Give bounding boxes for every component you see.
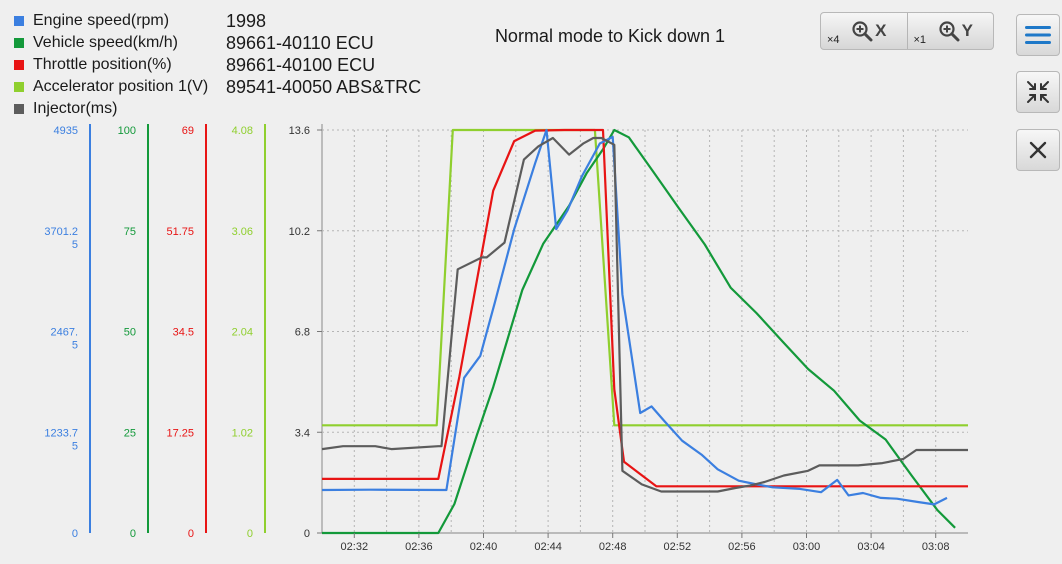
- x-tick-label: 03:04: [857, 541, 885, 553]
- series-line-vehicle-speed: [322, 128, 956, 535]
- legend-swatch: [14, 60, 24, 70]
- y-tick-label: 3701.2 5: [44, 226, 78, 251]
- close-button[interactable]: [1016, 129, 1060, 171]
- chart-grid: [322, 129, 968, 534]
- y-tick-label: 17.25: [166, 427, 194, 439]
- legend-entry-engine-speed: Engine speed(rpm): [14, 10, 208, 32]
- collapse-arrows-icon: [1027, 81, 1049, 103]
- abs-trc-part-number: 89541-40050 ABS&TRC: [226, 77, 422, 97]
- ecu-part-number: 89661-40100 ECU: [226, 55, 376, 75]
- x-tick-label: 02:32: [341, 541, 369, 553]
- y-tick-label: 0: [188, 528, 194, 540]
- y-tick-label-line: 5: [72, 340, 78, 352]
- legend-swatch: [14, 82, 24, 92]
- series-line-throttle-position: [322, 128, 968, 488]
- series-line-engine-speed: [321, 128, 948, 506]
- legend-swatch: [14, 16, 24, 26]
- y-tick-label-line: 1233.7: [44, 427, 78, 439]
- y-tick-label: 2.04: [232, 327, 253, 339]
- collapse-button[interactable]: [1016, 71, 1060, 113]
- x-tick-label: 03:00: [793, 541, 821, 553]
- y-tick-label: 75: [124, 226, 136, 238]
- ecu-part-number: 89661-40110 ECU: [226, 33, 374, 53]
- y-tick-label: 4.08: [232, 125, 253, 137]
- legend-label: Accelerator position 1(V): [33, 78, 209, 95]
- y-tick-label: 0: [72, 528, 78, 540]
- y-tick-label: 69: [182, 125, 194, 137]
- zoom-in-icon: [938, 21, 960, 42]
- y-tick-label: 1.02: [232, 427, 253, 439]
- y-tick-label-line: 2467.: [50, 327, 78, 339]
- series-line-accelerator-position-1: [322, 128, 968, 427]
- y-tick-label: 10.2: [289, 226, 310, 238]
- y-tick-label: 0: [304, 528, 310, 540]
- x-tick-label: 03:08: [922, 541, 950, 553]
- chart-series: [321, 128, 968, 535]
- legend-entry-throttle-position: Throttle position(%): [14, 54, 208, 76]
- hamburger-menu-icon: [1025, 26, 1051, 44]
- y-tick-label: 100: [118, 125, 136, 137]
- y-tick-label: 51.75: [166, 226, 194, 238]
- vehicle-info: 1998 89661-40110 ECU 89661-40100 ECU 895…: [226, 10, 421, 98]
- zoom-x-multiplier: ×4: [827, 34, 840, 46]
- x-tick-label: 02:48: [599, 541, 627, 553]
- y-tick-label: 50: [124, 327, 136, 339]
- y-tick-label: 34.5: [173, 327, 194, 339]
- legend-label: Injector(ms): [33, 100, 118, 117]
- model-year: 1998: [226, 11, 267, 31]
- chart-legend: Engine speed(rpm) Vehicle speed(km/h) Th…: [14, 10, 208, 120]
- zoom-x-glyph: X: [851, 20, 886, 42]
- y-tick-label-line: 3701.2: [44, 226, 78, 238]
- y-tick-label: 0: [130, 528, 136, 540]
- zoom-x-label: X: [875, 21, 887, 40]
- y-tick-label: 13.6: [289, 125, 310, 137]
- x-tick-label: 02:40: [470, 541, 498, 553]
- legend-label: Throttle position(%): [33, 56, 172, 73]
- close-x-icon: [1029, 141, 1047, 159]
- x-tick-label: 02:56: [728, 541, 756, 553]
- legend-entry-injector: Injector(ms): [14, 98, 208, 120]
- zoom-in-icon: [852, 21, 873, 42]
- x-axis-ticks: 02:32 02:36 02:40 02:44 02:48 02:52 02:56 03:00…: [341, 533, 950, 553]
- y-tick-label: 2467. 5: [50, 327, 78, 352]
- y-tick-label: 4935: [54, 125, 78, 137]
- chart-title: Normal mode to Kick down 1: [494, 26, 726, 46]
- x-tick-label: 02:52: [664, 541, 692, 553]
- menu-button[interactable]: [1016, 14, 1060, 56]
- legend-entry-accelerator-position: Accelerator position 1(V): [14, 76, 208, 98]
- y-tick-label-line: 5: [72, 239, 78, 251]
- y-tick-label-line: 5: [72, 440, 78, 452]
- zoom-y-label: Y: [961, 21, 973, 40]
- zoom-y-multiplier: ×1: [913, 34, 927, 46]
- y-tick-label: 1233.7 5: [44, 427, 78, 452]
- legend-label: Engine speed(rpm): [33, 12, 170, 29]
- x-tick-label: 02:36: [405, 541, 433, 553]
- zoom-x-button[interactable]: ×4 X: [821, 13, 907, 49]
- x-tick-label: 02:44: [534, 541, 562, 553]
- zoom-toolbar: ×4 X ×1 Y: [820, 12, 994, 50]
- y-tick-label: 3.4: [295, 427, 310, 439]
- legend-swatch: [14, 38, 24, 48]
- y-tick-label: 3.06: [232, 226, 253, 238]
- zoom-y-glyph: Y: [938, 20, 973, 42]
- zoom-y-button[interactable]: ×1 Y: [906, 13, 994, 49]
- legend-label: Vehicle speed(km/h): [33, 34, 178, 51]
- legend-swatch: [14, 104, 24, 114]
- legend-entry-vehicle-speed: Vehicle speed(km/h): [14, 32, 208, 54]
- series-line-injector: [321, 136, 968, 493]
- y-tick-label: 6.8: [295, 327, 310, 339]
- y-tick-label: 25: [124, 427, 136, 439]
- y-tick-label: 0: [247, 528, 253, 540]
